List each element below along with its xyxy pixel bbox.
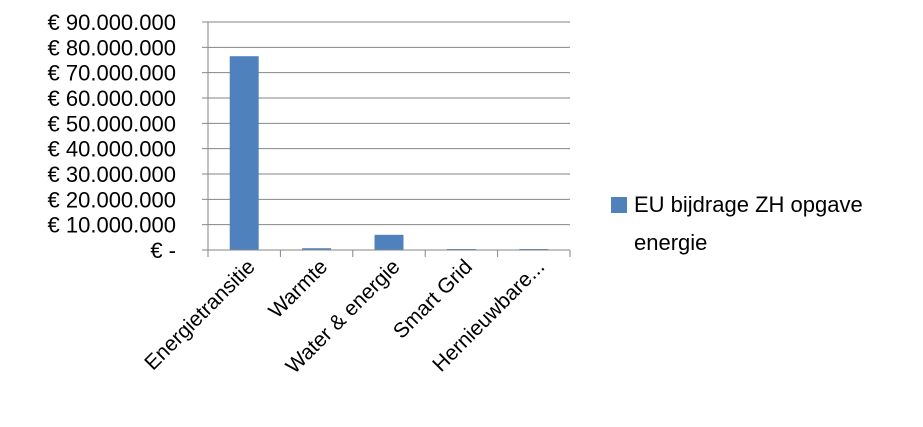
y-tick-label: € 50.000.000 [48,111,176,136]
bar [229,56,259,251]
bar [374,234,404,250]
legend-swatch [611,197,627,213]
bar [302,248,332,250]
y-tick-labels: € -€ 10.000.000€ 20.000.000€ 30.000.000€… [48,10,176,263]
gridlines [202,21,570,251]
y-tick-label: € 60.000.000 [48,86,176,111]
y-tick-label: € 80.000.000 [48,35,176,60]
legend-label-line-2: energie [634,230,707,255]
bars [229,56,549,251]
y-tick-label: € 40.000.000 [48,137,176,162]
x-ticks [207,250,571,257]
x-tick-label: Warmte [264,255,332,323]
y-tick-label: € 20.000.000 [48,187,176,212]
y-tick-label: € - [150,238,176,263]
y-tick-label: € 30.000.000 [48,162,176,187]
x-tick-label: Energietransitie [140,255,259,374]
legend-label-line-1: EU bijdrage ZH opgave [634,192,863,217]
y-tick-label: € 10.000.000 [48,213,176,238]
y-tick-label: € 70.000.000 [48,61,176,86]
axes [207,22,570,251]
y-tick-label: € 90.000.000 [48,10,176,35]
legend: EU bijdrage ZH opgave energie [611,192,863,255]
